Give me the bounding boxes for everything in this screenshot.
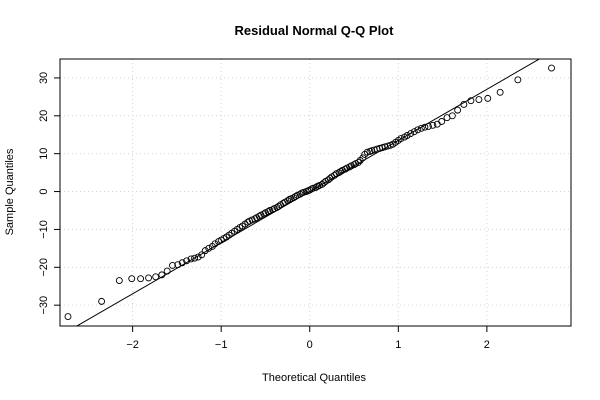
- data-point: [64, 313, 72, 320]
- data-point: [145, 274, 153, 282]
- data-point: [98, 297, 106, 305]
- data-point: [403, 132, 411, 139]
- grid-lines: [60, 59, 571, 326]
- data-point: [548, 64, 555, 72]
- y-tick-label: 10: [38, 148, 50, 160]
- data-point: [429, 121, 437, 129]
- data-point: [178, 259, 186, 267]
- data-point: [484, 94, 492, 102]
- data-point: [174, 261, 182, 269]
- data-point: [300, 188, 307, 196]
- x-tick-label: 0: [307, 339, 313, 351]
- data-point: [152, 273, 160, 281]
- data-point: [115, 277, 123, 285]
- data-point: [397, 135, 405, 142]
- y-tick-label: 0: [38, 188, 50, 194]
- data-point: [335, 169, 343, 177]
- x-axis: −2 −1 0 1 2: [126, 325, 490, 351]
- x-axis-label: Theoretical Quantiles: [262, 372, 366, 384]
- data-point: [448, 112, 456, 120]
- data-point: [407, 130, 415, 138]
- x-tick-label: 2: [484, 339, 490, 351]
- x-tick-label: −1: [215, 339, 228, 351]
- data-point: [158, 271, 166, 279]
- data-point: [363, 148, 371, 156]
- data-point: [424, 122, 432, 130]
- data-point: [421, 123, 429, 131]
- data-point: [137, 275, 145, 283]
- data-point: [211, 240, 219, 248]
- data-point: [284, 197, 292, 205]
- y-tick-label: 30: [38, 72, 50, 84]
- data-point: [290, 194, 298, 202]
- data-point: [460, 100, 468, 108]
- data-point: [296, 190, 304, 198]
- y-tick-label: 20: [38, 110, 50, 122]
- data-point: [169, 261, 176, 269]
- x-tick-label: 1: [395, 339, 401, 351]
- data-point: [306, 186, 314, 194]
- data-point: [205, 244, 213, 252]
- data-point: [264, 208, 272, 216]
- data-point: [183, 257, 191, 265]
- data-point: [191, 254, 199, 262]
- data-point: [454, 106, 462, 114]
- data-point: [438, 118, 446, 125]
- y-tick-label: −20: [38, 258, 50, 277]
- x-tick-label: −2: [126, 339, 139, 351]
- data-point: [194, 253, 202, 261]
- y-tick-label: −10: [38, 220, 50, 239]
- data-point: [514, 76, 522, 84]
- data-point: [467, 97, 475, 105]
- data-points: [64, 64, 555, 320]
- y-tick-label: −30: [38, 296, 50, 315]
- data-point: [355, 158, 362, 166]
- chart-title: Residual Normal Q-Q Plot: [235, 23, 395, 38]
- data-point: [201, 247, 209, 255]
- y-axis-label: Sample Quantiles: [4, 148, 16, 235]
- y-axis: −30 −20 −10 0 10 20 30: [38, 72, 61, 315]
- data-point: [163, 267, 171, 275]
- data-point: [417, 124, 425, 132]
- data-point: [309, 184, 317, 192]
- data-point: [359, 154, 367, 162]
- data-point: [312, 183, 320, 191]
- plot-frame: [59, 58, 572, 327]
- data-point: [198, 251, 206, 259]
- data-point: [414, 126, 422, 134]
- data-point: [410, 128, 418, 136]
- data-point: [496, 88, 504, 96]
- data-point: [128, 275, 136, 283]
- data-point: [187, 255, 195, 263]
- data-point: [266, 207, 274, 214]
- data-point: [475, 96, 483, 103]
